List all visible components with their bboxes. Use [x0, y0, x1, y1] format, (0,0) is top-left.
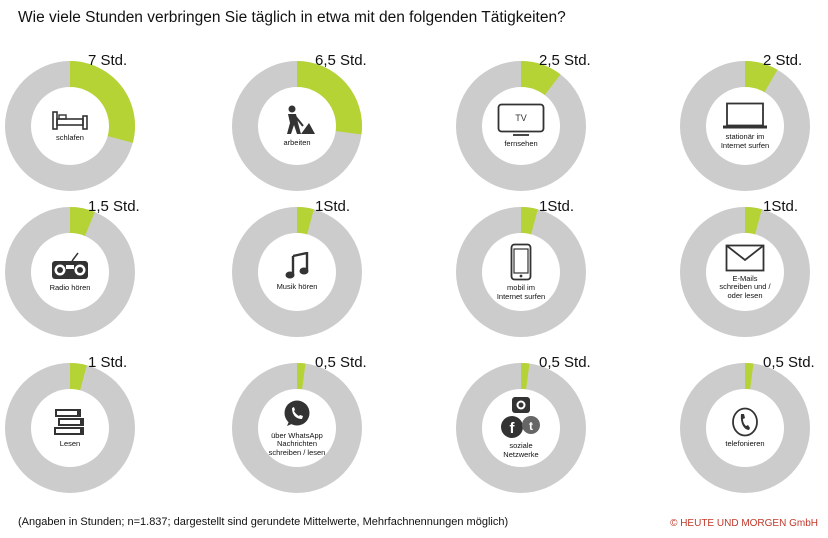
svg-text:t: t	[529, 419, 533, 433]
category-label: fernsehen	[485, 140, 557, 149]
donut-center: über WhatsApp Nachrichten schreiben / lese…	[267, 388, 327, 468]
category-label: Musik hören	[261, 283, 333, 292]
value-label: 6,5 Std.	[315, 52, 367, 69]
donut-chart: 1Std. Musik hören	[227, 198, 367, 342]
copyright-notice: © HEUTE UND MORGEN GmbH	[670, 518, 818, 529]
donut-hole	[258, 389, 336, 467]
music-note-icon	[285, 252, 309, 280]
category-label-line: fernsehen	[504, 139, 538, 149]
donut-ring	[680, 207, 810, 337]
category-label: stationär im Internet surfen	[709, 132, 781, 150]
donut-chart: 0,5 Std. telefonieren	[675, 354, 815, 498]
value-label: 7 Std.	[88, 52, 128, 69]
donut-chart: 2,5 Std. TV fernsehen	[451, 52, 591, 196]
donut-center: schlafen	[40, 86, 100, 166]
donut-chart: 1Std. mobil im Internet surfen	[451, 198, 591, 342]
donut-center: Musik hören	[267, 232, 327, 312]
category-label: arbeiten	[261, 139, 333, 148]
donut-center: stationär im Internet surfen	[715, 86, 775, 166]
value-label: 0,5 Std.	[763, 354, 815, 371]
value-label: 0,5 Std.	[539, 354, 591, 371]
category-label-line: mobil im	[507, 283, 535, 292]
category-label-line: Netzwerke	[503, 449, 539, 459]
category-label-line: Lesen	[59, 439, 81, 449]
donut-chart: 0,5 Std. f t soziale Netzwerke	[451, 354, 591, 498]
category-label: telefonieren	[709, 440, 781, 449]
value-label: 2 Std.	[763, 52, 803, 69]
books-icon	[52, 407, 88, 437]
category-label: Radio hören	[34, 284, 106, 293]
chart-title: Wie viele Stunden verbringen Sie täglich…	[18, 9, 566, 26]
category-label-line: Musik hören	[276, 282, 318, 292]
phone-icon	[731, 407, 759, 437]
worker-icon	[279, 104, 315, 136]
donut-center: telefonieren	[715, 388, 775, 468]
value-label: 1Std.	[763, 198, 799, 215]
value-label: 1,5 Std.	[88, 198, 140, 215]
value-label: 1Std.	[539, 198, 575, 215]
category-label: über WhatsApp Nachrichten schreiben / lese…	[261, 430, 333, 458]
donut-center: TV fernsehen	[491, 86, 551, 166]
donut-chart: 7 Std. schlafen	[0, 52, 140, 196]
category-label: E-Mails schreiben und / oder lesen	[709, 273, 781, 301]
category-label-line: Internet surfen	[496, 291, 546, 301]
donut-chart: 1,5 Std. Radio hören	[0, 198, 140, 342]
category-label-line: über WhatsApp	[271, 430, 323, 440]
bed-icon	[51, 109, 89, 131]
donut-center: Lesen	[40, 388, 100, 468]
tv-icon: TV	[497, 103, 545, 137]
value-label: 0,5 Std.	[315, 354, 367, 371]
category-label: Lesen	[34, 440, 106, 449]
donut-center: f t soziale Netzwerke	[491, 388, 551, 468]
category-label-line: schreiben / lesen	[268, 447, 326, 457]
svg-text:TV: TV	[515, 113, 527, 123]
category-label-line: arbeiten	[283, 138, 311, 148]
category-label-line: Radio hören	[49, 283, 91, 293]
donut-center: arbeiten	[267, 86, 327, 166]
donut-chart: 1Std. E-Mails schreiben und / oder lesen	[675, 198, 815, 342]
laptop-icon	[722, 102, 768, 130]
envelope-icon	[725, 244, 765, 272]
donut-hole	[258, 233, 336, 311]
footnote: (Angaben in Stunden; n=1.837; dargestell…	[18, 516, 509, 528]
category-label: mobil im Internet surfen	[485, 283, 557, 301]
value-label: 1Std.	[315, 198, 351, 215]
donut-chart: 6,5 Std. arbeiten	[227, 52, 367, 196]
donut-chart: 1 Std. Lesen	[0, 354, 140, 498]
value-label: 1 Std.	[88, 354, 128, 371]
donut-chart: 2 Std. stationär im Internet surfen	[675, 52, 815, 196]
donut-chart: 0,5 Std. über WhatsApp Nachrichten schreibe…	[227, 354, 367, 498]
category-label-line: oder lesen	[727, 290, 763, 300]
value-label: 2,5 Std.	[539, 52, 591, 69]
smartphone-icon	[510, 243, 532, 281]
category-label-line: schlafen	[56, 133, 84, 143]
donut-center: mobil im Internet surfen	[491, 232, 551, 312]
category-label-line: soziale	[509, 441, 533, 450]
donut-ring	[232, 207, 362, 337]
category-label: soziale Netzwerke	[485, 441, 557, 459]
svg-text:f: f	[510, 420, 516, 437]
category-label: schlafen	[34, 134, 106, 143]
donut-center: E-Mails schreiben und / oder lesen	[715, 232, 775, 312]
category-label-line: stationär im	[725, 132, 765, 141]
category-label-line: telefonieren	[725, 439, 765, 449]
donut-ring	[232, 363, 362, 493]
category-label-line: Internet surfen	[720, 140, 770, 150]
category-label-line: E-Mails	[732, 273, 758, 283]
category-label-line: schreiben und /	[719, 282, 771, 292]
radio-icon	[50, 251, 90, 281]
donut-center: Radio hören	[40, 232, 100, 312]
donut-hole	[706, 233, 784, 311]
whatsapp-icon	[282, 399, 312, 429]
category-label-line: Nachrichten	[276, 439, 318, 449]
